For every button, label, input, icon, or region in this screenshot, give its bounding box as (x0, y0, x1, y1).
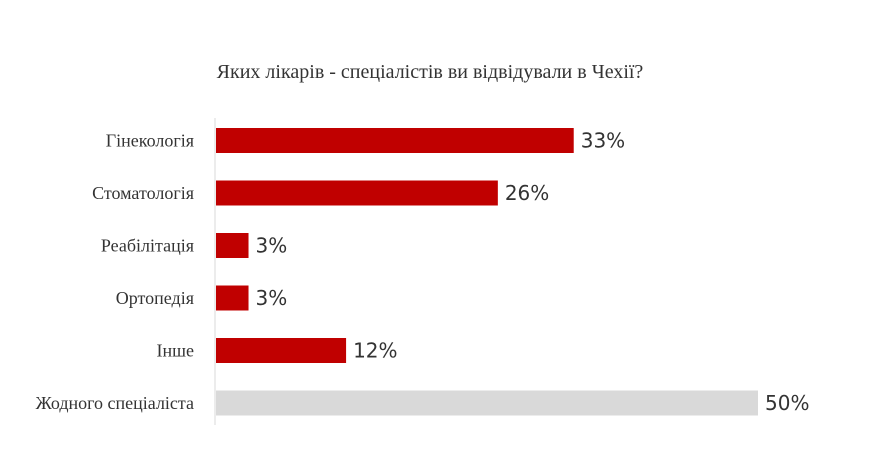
bar (216, 338, 347, 363)
category-label: Ортопедія (116, 288, 194, 308)
bar (216, 285, 249, 311)
bar (216, 390, 758, 416)
category-label: Стоматологія (92, 183, 194, 203)
bar (216, 128, 574, 153)
category-label: Гінекологія (106, 131, 194, 151)
data-label: 3% (256, 286, 288, 310)
data-label: 33% (581, 129, 625, 153)
data-label: 3% (256, 234, 288, 258)
category-label: Жодного спеціаліста (36, 393, 194, 413)
chart-title: Яких лікарів - спеціалістів ви відвідува… (217, 61, 644, 83)
bar (216, 233, 249, 258)
bar (216, 180, 498, 206)
category-label: Інше (157, 341, 194, 361)
data-label: 26% (505, 181, 549, 205)
data-label: 12% (353, 339, 397, 363)
data-label: 50% (765, 391, 809, 415)
bars-group: Гінекологія 33% Стоматологія 26% Реабілітаці… (36, 128, 809, 416)
category-label: Реабілітація (101, 236, 194, 256)
